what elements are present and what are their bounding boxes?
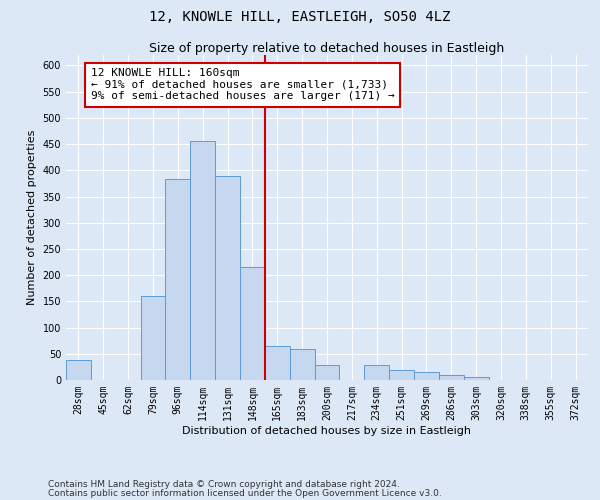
Bar — [314, 366, 340, 380]
Text: Contains public sector information licensed under the Open Government Licence v3: Contains public sector information licen… — [48, 488, 442, 498]
Bar — [66, 360, 91, 380]
Bar — [265, 346, 290, 380]
Bar — [364, 366, 389, 380]
Bar — [240, 268, 265, 380]
Bar — [290, 348, 314, 380]
Bar — [166, 179, 190, 380]
Bar — [215, 176, 240, 380]
Bar — [439, 375, 464, 380]
Text: 12 KNOWLE HILL: 160sqm
← 91% of detached houses are smaller (1,733)
9% of semi-d: 12 KNOWLE HILL: 160sqm ← 91% of detached… — [91, 68, 395, 102]
Bar — [414, 372, 439, 380]
Bar — [389, 370, 414, 380]
Bar — [464, 378, 488, 380]
Text: 12, KNOWLE HILL, EASTLEIGH, SO50 4LZ: 12, KNOWLE HILL, EASTLEIGH, SO50 4LZ — [149, 10, 451, 24]
X-axis label: Distribution of detached houses by size in Eastleigh: Distribution of detached houses by size … — [182, 426, 472, 436]
Y-axis label: Number of detached properties: Number of detached properties — [27, 130, 37, 305]
Bar — [190, 142, 215, 380]
Bar — [140, 296, 166, 380]
Title: Size of property relative to detached houses in Eastleigh: Size of property relative to detached ho… — [149, 42, 505, 55]
Text: Contains HM Land Registry data © Crown copyright and database right 2024.: Contains HM Land Registry data © Crown c… — [48, 480, 400, 489]
